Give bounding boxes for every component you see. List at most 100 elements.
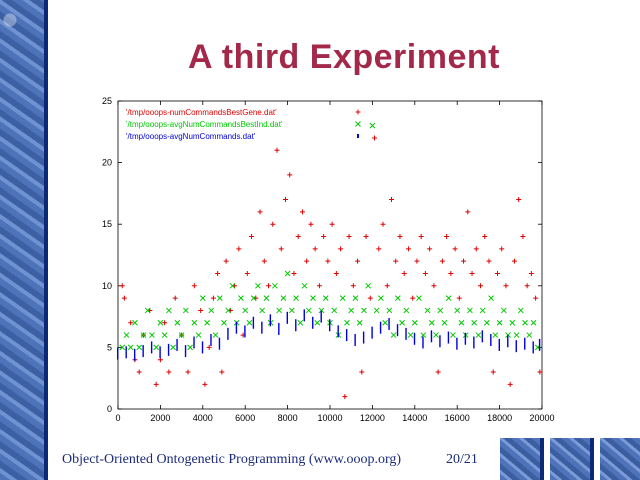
data-point-plus: [215, 270, 221, 276]
data-point-bar: [345, 329, 348, 342]
data-point-plus: [249, 234, 255, 240]
data-point-plus: [384, 283, 390, 289]
data-point-plus: [308, 221, 314, 227]
data-point-bar: [329, 319, 331, 332]
data-point-cross: [208, 307, 215, 314]
data-point-plus: [422, 270, 428, 276]
data-point-plus: [333, 270, 339, 276]
data-point-cross: [212, 332, 219, 338]
data-point-bar: [379, 321, 382, 334]
data-point-cross: [191, 319, 198, 326]
data-point-plus: [266, 283, 272, 289]
data-point-bar: [371, 326, 373, 339]
data-point-plus: [198, 307, 204, 313]
nav-thumbnail-first[interactable]: [500, 438, 540, 480]
nav-thumbnail-edge: [590, 438, 594, 480]
data-point-cross: [182, 307, 189, 314]
data-point-bar: [439, 335, 441, 348]
data-point-bar: [303, 309, 305, 322]
data-point-cross: [318, 307, 325, 314]
x-tick-label: 10000: [317, 413, 342, 423]
data-point-bar: [405, 327, 407, 340]
data-point-cross: [216, 295, 223, 301]
slide-title: A third Experiment: [188, 38, 500, 76]
data-point-plus: [119, 283, 125, 289]
data-point-cross: [407, 332, 414, 338]
data-point-cross: [509, 319, 516, 326]
data-point-bar: [176, 338, 178, 351]
data-point-plus: [528, 270, 534, 276]
data-point-bar: [167, 343, 170, 356]
data-point-plus: [401, 270, 407, 276]
data-point-plus: [261, 258, 267, 264]
data-point-plus: [338, 246, 344, 252]
data-point-cross: [522, 319, 528, 326]
data-point-cross: [416, 295, 422, 301]
data-point-plus: [465, 209, 471, 215]
data-point-plus: [380, 221, 386, 227]
data-marks: [117, 122, 543, 400]
data-point-plus: [185, 369, 191, 375]
data-point-cross: [314, 319, 321, 326]
data-point-plus: [329, 221, 335, 227]
data-point-plus: [410, 295, 416, 301]
data-point-plus: [482, 234, 488, 240]
data-point-bar: [252, 316, 255, 329]
legend-swatch: [355, 121, 361, 127]
y-tick-label: 10: [102, 281, 112, 291]
x-tick-label: 2000: [150, 413, 170, 423]
data-point-cross: [123, 332, 130, 338]
data-point-cross: [288, 307, 295, 314]
data-point-cross: [242, 307, 249, 314]
data-point-bar: [481, 330, 484, 343]
data-point-bar: [261, 321, 263, 334]
data-point-bar: [532, 341, 534, 354]
data-point-plus: [516, 197, 522, 203]
data-point-cross: [454, 307, 461, 314]
data-point-plus: [503, 283, 509, 289]
data-point-plus: [431, 283, 437, 289]
data-point-plus: [236, 246, 242, 252]
data-point-plus: [486, 258, 492, 264]
data-point-cross: [428, 319, 435, 326]
data-point-bar: [125, 346, 127, 359]
data-point-bar: [396, 324, 399, 337]
scatter-chart: 0 2000 4000 6000 8000 10000 12000 14000 16000 180…: [102, 96, 555, 423]
data-point-bar: [320, 310, 322, 323]
data-point-plus: [473, 246, 479, 252]
decorative-water-strip: [0, 0, 44, 480]
data-point-bar: [388, 317, 390, 330]
plot-border: [117, 100, 543, 410]
data-point-plus: [206, 344, 212, 350]
y-tick-label: 25: [102, 96, 112, 106]
data-point-plus: [312, 246, 318, 252]
data-point-plus: [537, 369, 543, 375]
nav-thumbnail-previous[interactable]: [550, 438, 590, 480]
axis-ticks: 0 2000 4000 6000 8000 10000 12000 14000 16000 180…: [102, 96, 555, 423]
data-point-bar: [337, 325, 339, 338]
data-point-plus: [405, 246, 411, 252]
data-point-cross: [450, 332, 456, 338]
data-point-cross: [356, 319, 363, 326]
data-point-cross: [293, 295, 299, 301]
data-point-plus: [448, 270, 454, 276]
data-point-plus: [291, 270, 297, 276]
data-point-cross: [399, 319, 405, 326]
data-point-cross: [301, 282, 308, 289]
data-point-cross: [386, 307, 393, 314]
data-point-plus: [257, 209, 263, 215]
data-point-plus: [499, 246, 505, 252]
data-point-cross: [195, 332, 202, 338]
data-point-bar: [422, 336, 424, 349]
data-point-bar: [286, 311, 288, 324]
data-point-bar: [142, 345, 144, 358]
legend-entry-label: '/tmp/ooops-avgNumCommands.dat': [126, 132, 256, 141]
data-point-bar: [507, 335, 509, 348]
data-point-bar: [117, 347, 119, 360]
data-point-cross: [276, 307, 282, 314]
data-point-cross: [322, 295, 329, 301]
data-point-bar: [354, 334, 356, 347]
nav-thumbnail-next[interactable]: [600, 438, 640, 480]
data-point-bar: [278, 322, 280, 335]
data-point-bar: [312, 316, 314, 329]
